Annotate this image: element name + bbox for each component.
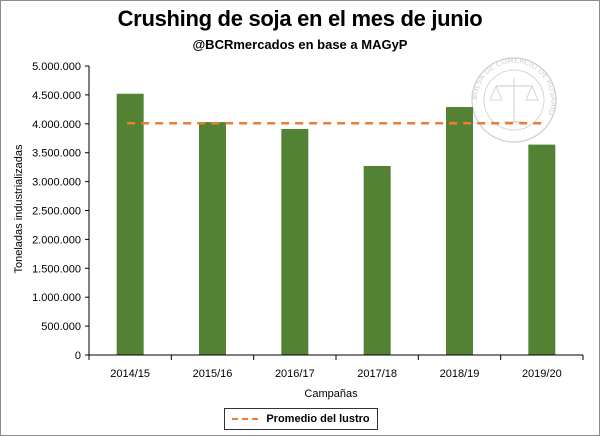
x-tick-label: 2017/18 (357, 368, 397, 380)
y-tick-label: 2.500.000 (32, 206, 81, 218)
legend-swatch-average (232, 418, 259, 420)
x-tick-label: 2015/16 (193, 368, 233, 380)
bar-2015-16 (199, 122, 226, 355)
bar-2017-18 (363, 165, 391, 355)
x-tick-label: 2019/20 (522, 368, 562, 380)
x-axis-label: Campañas (304, 388, 358, 400)
x-tick-label: 2014/15 (110, 368, 150, 380)
x-axis: 2014/15 2015/16 2016/17 2017/18 2018/19 2019/… (88, 354, 584, 380)
bcr-seal-watermark: BOLSA DE COMERCIO DE ROSARIO (470, 56, 558, 143)
y-tick-label: 5.000.000 (32, 61, 81, 73)
x-tick-label: 2016/17 (275, 368, 315, 380)
y-tick-label: 1.500.000 (32, 263, 81, 275)
legend-label-average: Promedio del lustro (266, 413, 370, 425)
y-tick-label: 3.500.000 (32, 148, 81, 160)
y-tick-label: 4.000.000 (32, 119, 81, 131)
y-tick-label: 2.000.000 (32, 234, 81, 246)
bar-2018-19 (446, 107, 473, 356)
chart-title: Crushing de soja en el mes de junio (117, 6, 483, 31)
x-tick-label: 2018/19 (440, 368, 480, 380)
y-axis: 0 500.000 1.000.000 1.500.000 2.000.000 2.500… (32, 61, 90, 362)
bar-2014-15 (116, 93, 144, 355)
y-tick-label: 0 (75, 350, 81, 362)
chart-subtitle: @BCRmercados en base a MAGyP (192, 37, 408, 52)
y-axis-label: Toneladas industrializadas (13, 144, 25, 274)
y-tick-label: 1.000.000 (32, 292, 81, 304)
bar-2019-20 (528, 144, 556, 355)
y-tick-label: 4.500.000 (32, 90, 81, 102)
y-tick-label: 3.000.000 (32, 177, 81, 189)
bar-series (116, 93, 556, 356)
chart-legend: Promedio del lustro (224, 408, 378, 430)
y-tick-label: 500.000 (41, 321, 81, 333)
bar-2016-17 (281, 129, 309, 355)
